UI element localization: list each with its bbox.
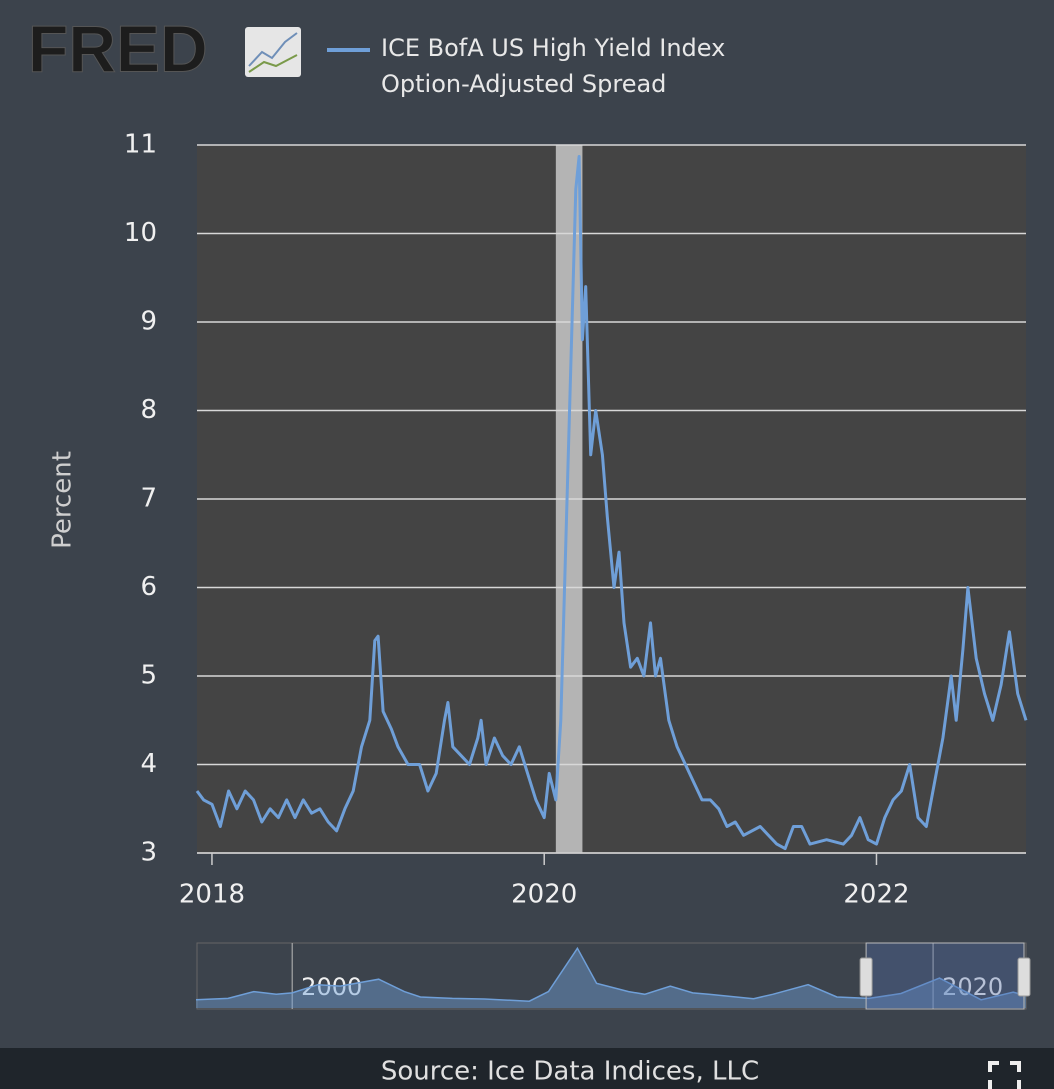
navigator-handle[interactable] (1017, 957, 1031, 997)
y-axis-label: Percent (48, 451, 78, 549)
footer (0, 1048, 1054, 1089)
source: Source: Ice Data Indices, LLC (381, 1057, 759, 1087)
legend-label: ICE BofA US High Yield Index Option-Adju… (381, 34, 726, 98)
y-tick-label: 3 (140, 838, 157, 868)
logo: FRED (28, 11, 208, 85)
x-tick-label: 2022 (843, 880, 909, 910)
x-tick-label: 2018 (179, 880, 245, 910)
y-tick-label: 8 (140, 395, 157, 425)
y-tick-label: 6 (140, 572, 157, 602)
y-tick-label: 7 (140, 484, 157, 514)
series-line (195, 155, 1028, 851)
navigator-area (196, 948, 1026, 1008)
navigator-handle[interactable] (859, 957, 873, 997)
y-tick-label: 4 (140, 749, 157, 779)
x-tick-label: 2020 (511, 880, 577, 910)
y-tick-label: 10 (124, 218, 157, 248)
y-tick-label: 11 (124, 130, 157, 160)
y-tick-label: 5 (140, 661, 157, 691)
logo-icon (245, 27, 301, 77)
y-tick-label: 9 (140, 307, 157, 337)
navigator-window (865, 942, 1025, 1010)
navigator-line (195, 946, 1027, 1002)
fullscreen-icon[interactable] (988, 1061, 1021, 1089)
navigator (196, 942, 1027, 1010)
